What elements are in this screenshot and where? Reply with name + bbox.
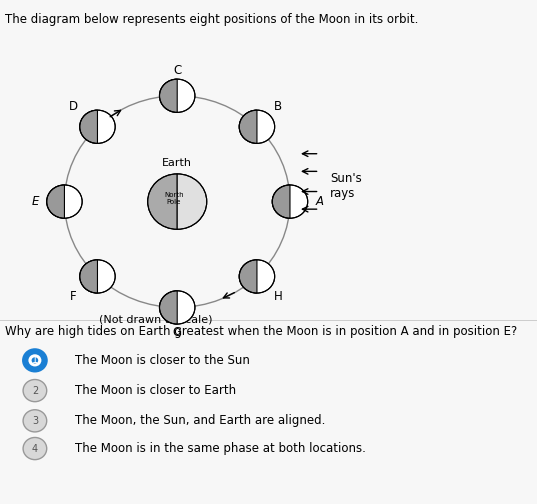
Circle shape <box>47 185 82 218</box>
Text: B: B <box>274 100 282 113</box>
Circle shape <box>23 410 47 432</box>
Text: G: G <box>173 326 182 339</box>
Text: North
Pole: North Pole <box>164 192 184 205</box>
Text: 1: 1 <box>32 355 38 365</box>
Text: 3: 3 <box>32 416 38 426</box>
Circle shape <box>272 185 308 218</box>
Text: H: H <box>274 290 283 303</box>
Circle shape <box>80 260 115 293</box>
Text: Why are high tides on Earth greatest when the Moon is in position A and in posit: Why are high tides on Earth greatest whe… <box>5 325 518 338</box>
Text: E: E <box>31 195 39 208</box>
Wedge shape <box>272 185 290 218</box>
Circle shape <box>159 291 195 324</box>
Text: Sun's
rays: Sun's rays <box>330 172 362 201</box>
Circle shape <box>159 79 195 112</box>
Text: The Moon is in the same phase at both locations.: The Moon is in the same phase at both lo… <box>75 442 366 455</box>
Circle shape <box>32 357 38 363</box>
Wedge shape <box>148 174 177 229</box>
Circle shape <box>28 354 41 366</box>
Wedge shape <box>177 174 207 229</box>
Wedge shape <box>80 260 98 293</box>
Text: A: A <box>316 195 323 208</box>
Circle shape <box>80 110 115 144</box>
Text: The Moon is closer to Earth: The Moon is closer to Earth <box>75 384 236 397</box>
Wedge shape <box>47 185 64 218</box>
Circle shape <box>239 260 274 293</box>
Text: The diagram below represents eight positions of the Moon in its orbit.: The diagram below represents eight posit… <box>5 13 419 26</box>
Circle shape <box>239 110 274 144</box>
Wedge shape <box>239 110 257 144</box>
Text: The Moon, the Sun, and Earth are aligned.: The Moon, the Sun, and Earth are aligned… <box>75 414 325 427</box>
Circle shape <box>23 437 47 460</box>
Text: F: F <box>70 290 77 303</box>
Text: D: D <box>69 100 78 113</box>
Text: The Moon is closer to the Sun: The Moon is closer to the Sun <box>75 354 250 367</box>
Text: Earth: Earth <box>162 158 192 168</box>
Text: 4: 4 <box>32 444 38 454</box>
Circle shape <box>23 380 47 402</box>
Wedge shape <box>239 260 257 293</box>
Text: (Not drawn to scale): (Not drawn to scale) <box>99 315 213 325</box>
Text: 2: 2 <box>32 386 38 396</box>
Text: C: C <box>173 64 182 77</box>
Circle shape <box>23 349 47 371</box>
Wedge shape <box>159 79 177 112</box>
Wedge shape <box>159 291 177 324</box>
Wedge shape <box>80 110 98 144</box>
